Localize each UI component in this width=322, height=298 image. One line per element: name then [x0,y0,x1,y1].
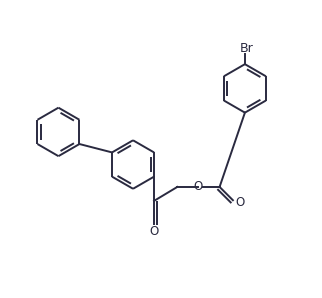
Text: Br: Br [240,41,254,55]
Text: O: O [149,226,159,238]
Text: O: O [236,196,245,209]
Text: O: O [194,180,203,193]
